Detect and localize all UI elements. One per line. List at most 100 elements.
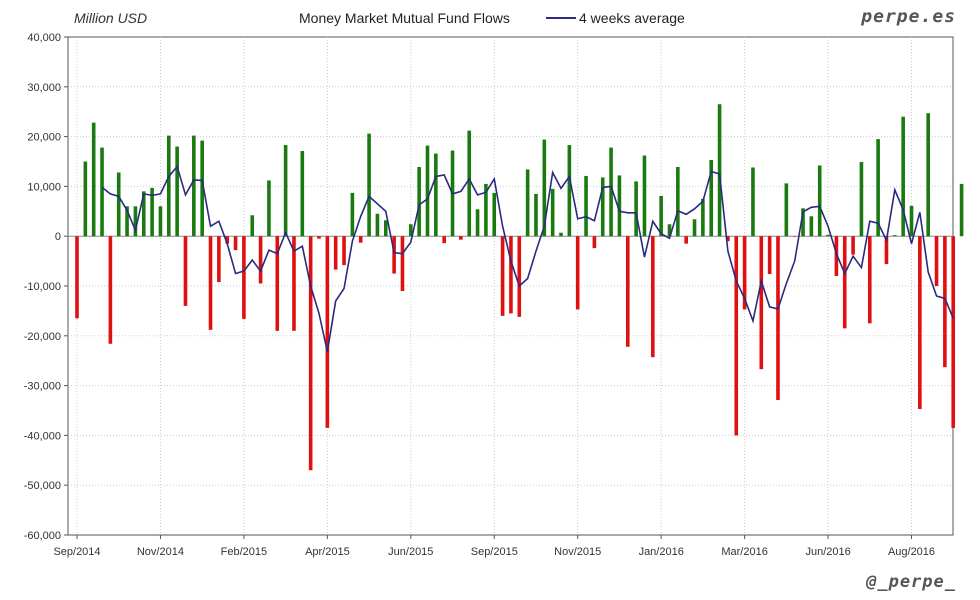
flow-bar bbox=[434, 153, 438, 237]
flow-bar bbox=[701, 198, 705, 237]
flow-bar bbox=[200, 140, 204, 237]
flow-bar bbox=[409, 224, 413, 237]
brand-handle-bottom: @_perpe_ bbox=[866, 572, 956, 592]
flow-bar bbox=[659, 195, 663, 237]
flow-bar bbox=[867, 236, 872, 324]
flow-bar bbox=[358, 236, 363, 243]
flow-bar bbox=[217, 236, 221, 283]
flow-bar bbox=[876, 139, 880, 237]
flow-bar bbox=[192, 135, 196, 237]
four-week-average-line bbox=[101, 164, 954, 352]
flow-bar bbox=[809, 216, 814, 237]
flow-bar bbox=[792, 236, 797, 237]
flow-bar bbox=[417, 166, 421, 237]
flow-bar bbox=[742, 236, 747, 310]
flow-bar bbox=[300, 151, 305, 237]
flow-bar bbox=[267, 180, 271, 237]
flow-bar bbox=[884, 236, 889, 265]
flow-bar bbox=[83, 161, 88, 237]
flow-bar bbox=[233, 236, 238, 251]
flow-bar bbox=[625, 236, 630, 347]
y-tick-label: -40,000 bbox=[24, 430, 61, 442]
flow-bar bbox=[592, 236, 597, 249]
flow-bar bbox=[275, 236, 280, 331]
flow-bar bbox=[509, 236, 513, 314]
flow-bar bbox=[308, 236, 313, 471]
flow-bar bbox=[283, 145, 288, 237]
flow-bar bbox=[484, 183, 488, 237]
x-tick-label: Feb/2015 bbox=[221, 546, 267, 558]
flow-bar bbox=[492, 192, 497, 237]
flow-bar bbox=[617, 175, 622, 237]
flow-bar bbox=[292, 236, 296, 331]
flow-bar bbox=[208, 236, 213, 330]
flow-bar bbox=[400, 236, 405, 291]
flow-bar bbox=[91, 122, 96, 237]
flow-bar bbox=[951, 236, 956, 428]
flow-bar bbox=[150, 187, 154, 237]
flow-bar bbox=[367, 133, 371, 237]
flow-bar bbox=[392, 236, 396, 274]
flow-bar bbox=[609, 147, 613, 237]
flow-bar bbox=[692, 219, 697, 237]
flow-bar bbox=[425, 145, 430, 237]
x-tick-label: Jun/2016 bbox=[805, 546, 850, 558]
flow-bar bbox=[317, 236, 321, 239]
flow-bar bbox=[258, 236, 263, 284]
flow-bar bbox=[943, 236, 947, 368]
y-tick-label: 0 bbox=[55, 231, 61, 243]
y-tick-label: 30,000 bbox=[27, 82, 61, 94]
flow-bar bbox=[550, 188, 555, 237]
flow-bar bbox=[108, 236, 113, 344]
flow-bar bbox=[342, 236, 346, 266]
x-tick-label: Jan/2016 bbox=[639, 546, 684, 558]
flow-bar bbox=[767, 236, 772, 275]
x-tick-label: Nov/2014 bbox=[137, 546, 184, 558]
flow-bar bbox=[475, 209, 480, 237]
flow-bar bbox=[918, 236, 922, 410]
x-tick-label: Mar/2016 bbox=[721, 546, 767, 558]
flow-bar bbox=[826, 234, 830, 237]
flow-bar bbox=[959, 183, 964, 237]
flow-bar bbox=[325, 236, 330, 428]
x-tick-label: Aug/2016 bbox=[888, 546, 935, 558]
legend-label: 4 weeks average bbox=[579, 10, 685, 26]
y-tick-label: -20,000 bbox=[24, 331, 61, 343]
flow-bar bbox=[634, 181, 638, 237]
flow-bar bbox=[125, 206, 129, 237]
flow-bar bbox=[500, 236, 505, 316]
flow-bar bbox=[926, 113, 930, 237]
flow-bar bbox=[726, 236, 730, 242]
x-tick-label: Sep/2014 bbox=[53, 546, 100, 558]
flow-bar bbox=[909, 205, 914, 237]
flow-bar bbox=[250, 215, 255, 237]
flow-bar bbox=[350, 192, 355, 237]
y-axis-ticks: 40,000 30,000 20,000 10,000 0 -10,000 -20,000 -… bbox=[24, 32, 68, 542]
flow-bar bbox=[776, 236, 780, 401]
flow-bar bbox=[559, 232, 563, 237]
flow-bar bbox=[567, 145, 572, 237]
flow-bar bbox=[75, 236, 79, 319]
flow-bar bbox=[333, 236, 338, 270]
flow-bar bbox=[717, 104, 722, 237]
flow-bar bbox=[459, 236, 463, 240]
flow-bar bbox=[584, 175, 588, 237]
x-axis-ticks: Sep/2014 Nov/2014 Feb/2015 Apr/2015 Jun/2015… bbox=[53, 535, 935, 558]
flow-bar bbox=[158, 206, 163, 237]
chart-title: Money Market Mutual Fund Flows bbox=[299, 10, 510, 26]
flow-bar bbox=[242, 236, 246, 319]
flow-bar bbox=[676, 166, 680, 237]
flow-bar bbox=[651, 236, 655, 358]
y-tick-label: -50,000 bbox=[24, 480, 61, 492]
flow-bar bbox=[534, 193, 538, 237]
flow-bar bbox=[801, 208, 805, 237]
flow-bar bbox=[225, 236, 230, 244]
flow-bar bbox=[851, 236, 855, 255]
flow-bar bbox=[784, 183, 789, 237]
flow-bar bbox=[859, 162, 864, 237]
unit-label: Million USD bbox=[74, 10, 148, 26]
flow-bar bbox=[542, 139, 547, 237]
flow-bar bbox=[901, 116, 905, 237]
flow-bar bbox=[642, 155, 647, 237]
brand-logo-top: perpe.es bbox=[861, 6, 956, 27]
